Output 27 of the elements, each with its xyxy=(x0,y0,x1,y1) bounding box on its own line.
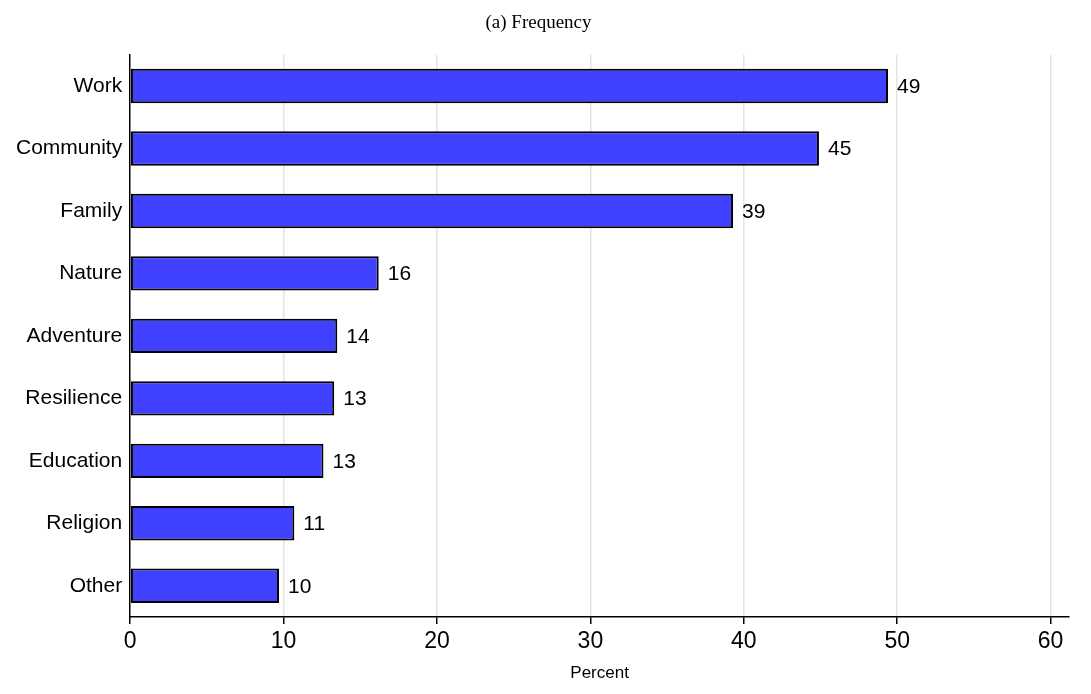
data-label: 13 xyxy=(332,448,356,472)
data-label: 45 xyxy=(827,136,852,160)
data-label: 16 xyxy=(387,261,412,285)
x-axis-title: Percent xyxy=(570,663,630,683)
y-tick-label: Adventure xyxy=(26,322,123,346)
chart-title: (a) Frequency xyxy=(485,11,593,34)
x-tick-label: 50 xyxy=(884,627,910,654)
data-label: 49 xyxy=(896,73,921,97)
data-label: 13 xyxy=(343,386,367,410)
y-tick-label: Other xyxy=(69,572,123,596)
data-label: 14 xyxy=(346,323,370,347)
data-label: 10 xyxy=(287,573,312,597)
x-tick-label: 0 xyxy=(123,627,137,654)
y-tick-label: Community xyxy=(15,135,123,159)
y-tick-label: Nature xyxy=(59,260,123,284)
y-tick-label: Education xyxy=(28,447,123,471)
y-tick-label: Resilience xyxy=(25,385,123,409)
x-tick-label: 30 xyxy=(577,627,604,654)
y-tick-label: Family xyxy=(60,197,123,221)
x-tick-label: 10 xyxy=(270,627,297,654)
data-label: 11 xyxy=(303,511,326,535)
x-tick-label: 40 xyxy=(730,627,757,654)
x-tick-label: 20 xyxy=(424,627,450,654)
y-tick-label: Work xyxy=(73,72,123,96)
x-tick-label: 60 xyxy=(1037,627,1064,654)
y-tick-label: Religion xyxy=(46,510,123,534)
data-label: 39 xyxy=(742,198,766,222)
